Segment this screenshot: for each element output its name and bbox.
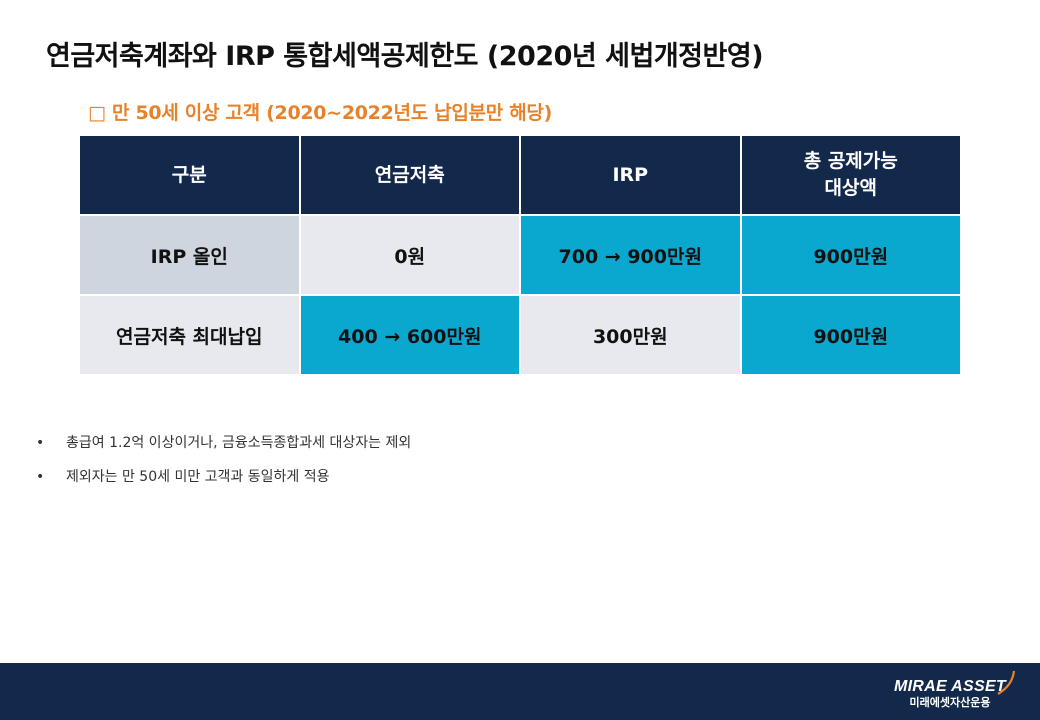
logo-korean: 미래에셋자산운용 [909, 696, 991, 709]
header-total-deductible: 총 공제가능 대상액 [739, 134, 962, 216]
footer-bar: MIRAE ASSET 미래에셋자산운용 [0, 663, 1040, 720]
bullet-icon: • [36, 435, 45, 451]
header-total-line1: 총 공제가능 [803, 150, 898, 172]
company-logo: MIRAE ASSET 미래에셋자산운용 [893, 670, 1016, 710]
bullet-icon: • [36, 469, 45, 485]
deduction-table: 구분 연금저축 IRP 총 공제가능 대상액 IRP 올인 0원 700 → 9… [78, 134, 962, 376]
list-item: • 제외자는 만 50세 미만 고객과 동일하게 적용 [36, 466, 411, 488]
note-text: 총급여 1.2억 이상이거나, 금융소득종합과세 대상자는 제외 [66, 435, 412, 451]
header-irp: IRP [519, 134, 742, 216]
table-row: IRP 올인 0원 700 → 900만원 900만원 [78, 214, 962, 296]
row-label-irp-allin: IRP 올인 [78, 214, 301, 296]
header-category: 구분 [78, 134, 301, 216]
header-total-line2: 대상액 [824, 177, 877, 199]
section-subtitle: □ 만 50세 이상 고객 (2020~2022년도 납입분만 해당) [88, 102, 552, 124]
logo-swoosh-icon [997, 670, 1016, 695]
table-row: 연금저축 최대납입 400 → 600만원 300만원 900만원 [78, 294, 962, 376]
cell-pension-savings: 400 → 600만원 [298, 294, 521, 376]
logo-english: MIRAE ASSET [893, 678, 1006, 695]
list-item: • 총급여 1.2억 이상이거나, 금융소득종합과세 대상자는 제외 [36, 432, 411, 454]
note-text: 제외자는 만 50세 미만 고객과 동일하게 적용 [66, 469, 330, 485]
cell-pension-savings: 0원 [298, 214, 521, 296]
header-pension-savings: 연금저축 [298, 134, 521, 216]
table-header-row: 구분 연금저축 IRP 총 공제가능 대상액 [78, 134, 962, 216]
cell-total: 900만원 [739, 214, 962, 296]
cell-total: 900만원 [739, 294, 962, 376]
page-title: 연금저축계좌와 IRP 통합세액공제한도 (2020년 세법개정반영) [46, 41, 764, 72]
cell-irp: 300만원 [519, 294, 742, 376]
notes-list: • 총급여 1.2억 이상이거나, 금융소득종합과세 대상자는 제외 • 제외자는 … [36, 432, 411, 500]
row-label-pension-max: 연금저축 최대납입 [78, 294, 301, 376]
cell-irp: 700 → 900만원 [519, 214, 742, 296]
